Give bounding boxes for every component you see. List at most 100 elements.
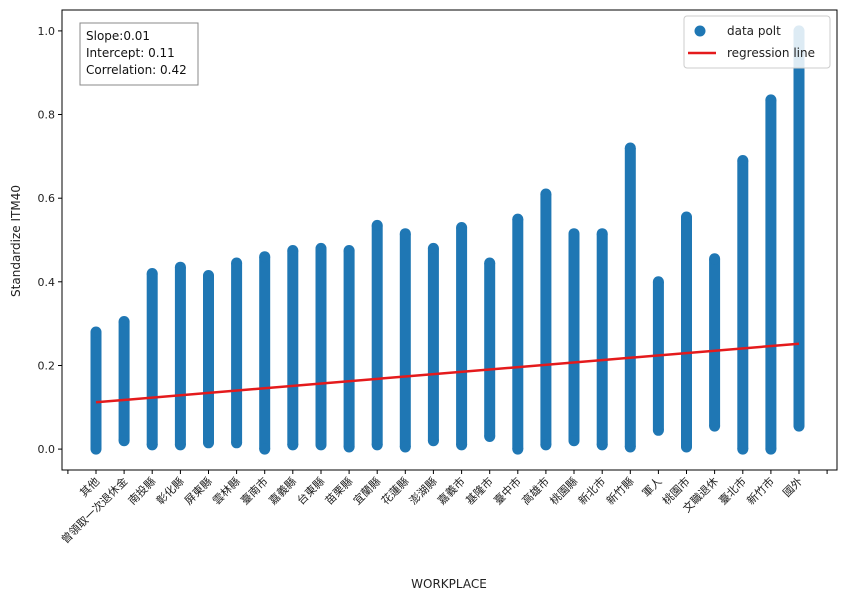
data-point (287, 245, 299, 256)
point-stack (512, 219, 524, 450)
legend-label-data: data polt (727, 24, 781, 38)
y-tick-label: 0.0 (38, 443, 56, 456)
point-stack (174, 267, 186, 445)
x-tick-label: 臺北市 (716, 474, 749, 507)
point-group-11 (399, 228, 411, 453)
point-stack (484, 263, 496, 437)
data-point (737, 155, 749, 166)
x-tick-label: 宜蘭縣 (350, 474, 383, 507)
x-tick-label: 臺中市 (491, 474, 524, 507)
point-group-0 (90, 326, 102, 455)
point-stack (399, 233, 411, 447)
point-group-13 (456, 222, 468, 451)
legend-label-regression: regression line (727, 46, 815, 60)
point-group-25 (793, 25, 805, 432)
data-point (512, 443, 524, 455)
stats-correlation: Correlation: 0.42 (86, 63, 187, 77)
y-tick-label: 0.6 (38, 192, 56, 205)
point-group-18 (596, 228, 608, 451)
point-stack (540, 194, 552, 445)
point-group-1 (118, 316, 130, 447)
x-axis-label: WORKPLACE (411, 577, 487, 591)
data-point (174, 439, 186, 451)
point-group-22 (709, 253, 721, 432)
regression-line (95, 342, 800, 404)
data-point (652, 424, 664, 436)
point-group-12 (427, 242, 439, 447)
y-tick-label: 0.4 (38, 276, 56, 289)
point-group-6 (259, 251, 271, 455)
x-tick-label: 高雄市 (519, 474, 552, 507)
x-tick-label: 新竹市 (744, 474, 777, 507)
data-point (427, 435, 439, 447)
point-group-24 (765, 94, 777, 455)
data-point (624, 441, 636, 453)
data-point (427, 242, 439, 254)
data-point (709, 420, 721, 432)
data-point (484, 431, 496, 442)
x-tick-label: 軍人 (640, 475, 665, 500)
point-group-10 (371, 219, 383, 451)
point-group-17 (568, 228, 580, 447)
data-point (512, 213, 524, 225)
point-stack (624, 148, 636, 447)
point-stack (709, 258, 721, 427)
x-tick-label: 嘉義縣 (266, 474, 299, 507)
data-point (540, 439, 552, 451)
data-point (231, 257, 243, 269)
point-stack (681, 217, 692, 447)
plot-frame (61, 9, 838, 471)
x-tick-label: 新竹縣 (603, 474, 636, 507)
point-stack (203, 275, 214, 443)
x-tick-label: 嘉義市 (434, 474, 467, 507)
data-point (203, 437, 214, 449)
data-point (596, 439, 608, 451)
data-point (399, 441, 411, 453)
point-stack (259, 256, 271, 450)
data-point (709, 253, 721, 265)
legend-frame (683, 15, 831, 69)
data-point (174, 261, 186, 273)
point-group-4 (203, 270, 214, 449)
point-group-15 (512, 213, 524, 455)
x-tick-label: 澎湖縣 (407, 475, 440, 508)
point-stack (765, 99, 777, 450)
regression-layer (95, 342, 800, 404)
x-tick-label: 臺南市 (238, 474, 271, 507)
point-stack (596, 233, 608, 445)
data-point (118, 316, 130, 327)
data-point (343, 441, 355, 453)
y-axis-label: Standardize ITM40 (9, 185, 23, 297)
data-point (315, 439, 327, 451)
data-point (203, 270, 214, 281)
data-point (681, 211, 692, 223)
legend-marker-data (694, 25, 706, 37)
data-point (765, 443, 777, 455)
point-group-23 (737, 155, 749, 455)
y-ticks: 0.0 0.2 0.4 0.6 0.8 1.0 (38, 25, 62, 456)
x-tick-label: 國外 (780, 475, 805, 500)
point-group-14 (484, 257, 496, 442)
data-point (146, 439, 158, 451)
point-stack (231, 263, 243, 443)
point-group-2 (146, 268, 158, 451)
data-point (484, 257, 496, 269)
data-point (681, 441, 692, 453)
data-point (90, 326, 102, 338)
point-group-3 (174, 261, 186, 451)
x-tick-label: 其他 (77, 475, 102, 500)
x-tick-label: 苗栗縣 (323, 475, 356, 508)
y-tick-label: 1.0 (38, 25, 56, 38)
data-point (371, 439, 383, 451)
data-point (624, 142, 636, 154)
legend: data polt regression line (683, 15, 831, 69)
y-tick-label: 0.2 (38, 360, 56, 373)
point-group-7 (287, 245, 299, 451)
point-group-5 (231, 257, 243, 449)
stats-box-frame (79, 22, 199, 86)
x-tick-label: 花蓮縣 (378, 474, 411, 507)
x-tick-label: 基隆市 (463, 474, 496, 507)
x-tick-label: 南投縣 (125, 474, 158, 507)
y-tick-label: 0.8 (38, 109, 56, 122)
stats-intercept: Intercept: 0.11 (86, 46, 175, 60)
